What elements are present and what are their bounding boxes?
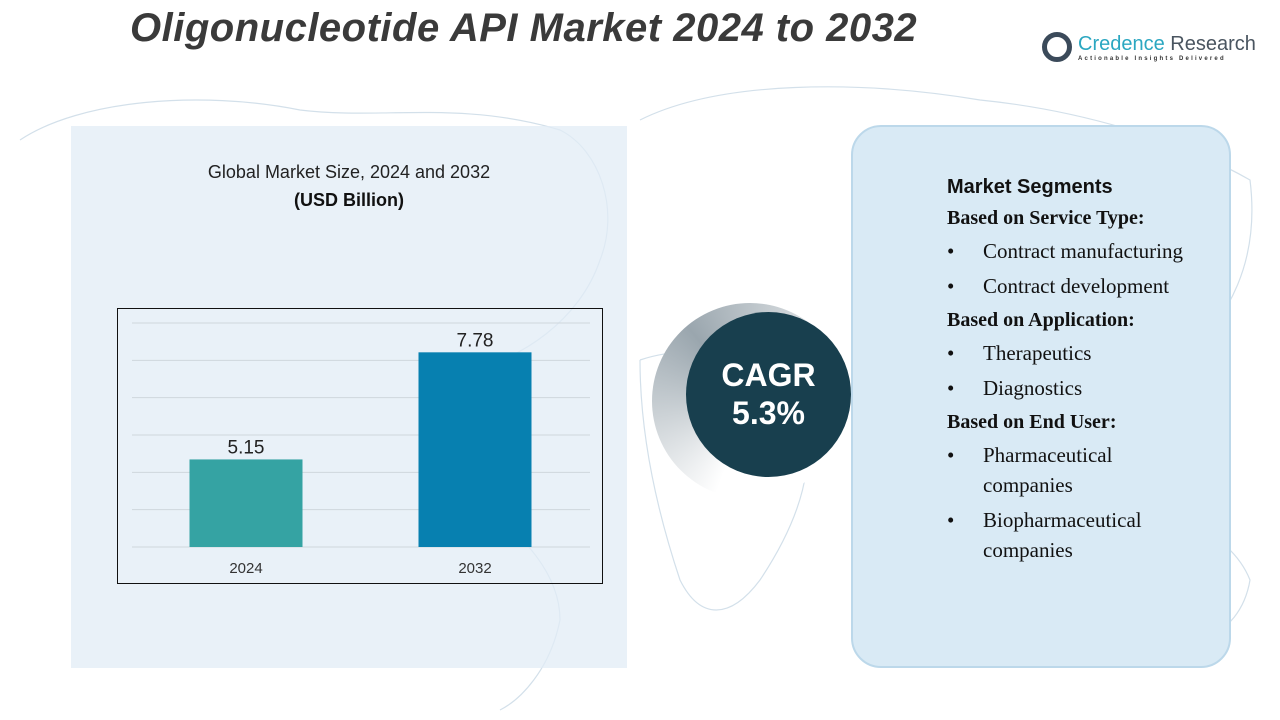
segment-item: Contract manufacturing [947,236,1237,266]
chart-panel [71,126,627,668]
segment-group-title: Based on Service Type: [947,207,1145,229]
chart-subtitle: (USD Billion) [294,190,404,210]
segments-heading: Market Segments [947,176,1113,198]
page-title: Oligonucleotide API Market 2024 to 2032 [130,6,918,50]
bar-chart: 5.15 2024 7.78 2032 [117,308,603,584]
logo-tagline: Actionable Insights Delivered [1078,55,1226,62]
segment-group-title: Based on End User: [947,411,1117,433]
cagr-badge: CAGR 5.3% [686,312,851,477]
chart-title: Global Market Size, 2024 and 2032 [207,162,491,182]
bar-chart-svg: 5.15 2024 7.78 2032 [132,322,590,577]
segment-item: Contract development [947,271,1237,301]
bar-2024 [189,459,303,547]
segment-item: Therapeutics [947,338,1237,368]
x-tick-label: 2024 [229,560,262,577]
market-segments: Market Segments Based on Service Type: C… [947,176,1237,570]
cagr-value: 5.3% [732,395,805,431]
cagr-label: CAGR [721,357,816,393]
x-tick-label: 2032 [458,560,491,577]
segment-item: Biopharmaceutical companies [947,505,1177,565]
segment-item: Pharmaceutical companies [947,440,1177,500]
credence-research-logo: Credence Research Actionable Insights De… [1042,32,1256,62]
logo-name-a: Credence [1078,32,1165,55]
bar-2032 [418,352,532,547]
data-label: 5.15 [228,437,265,458]
logo-name-b: Research [1164,32,1256,55]
segment-item: Diagnostics [947,373,1237,403]
segment-group-title: Based on Application: [947,309,1135,331]
logo-chart-icon [1042,32,1072,62]
data-label: 7.78 [457,330,494,351]
